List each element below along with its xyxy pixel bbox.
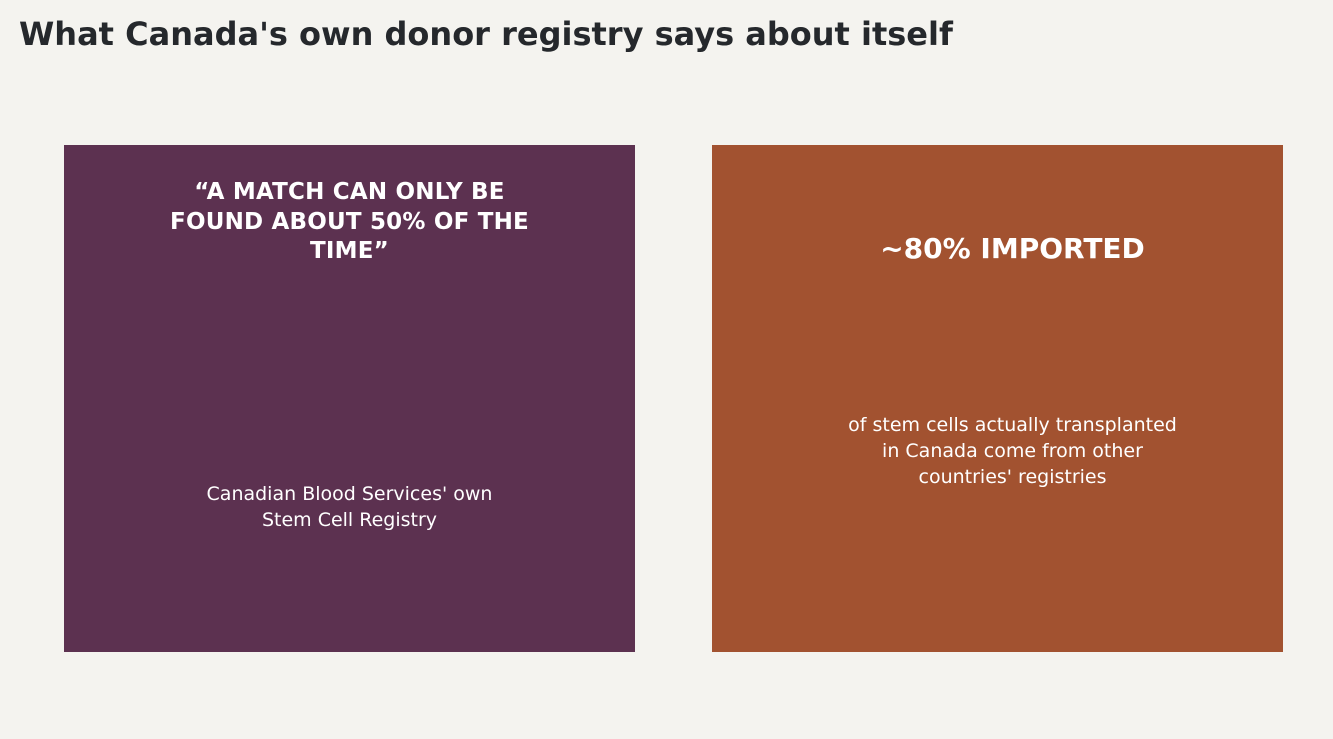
imported-stat-panel: ~80% IMPORTED of stem cells actually tra… [712, 145, 1283, 652]
registry-quote-panel: “A MATCH CAN ONLY BE FOUND ABOUT 50% OF … [64, 145, 635, 652]
page-title: What Canada's own donor registry says ab… [19, 15, 953, 53]
quote-source: Canadian Blood Services' own Stem Cell R… [206, 483, 493, 531]
imported-percentage-stat: ~80% IMPORTED [880, 232, 1145, 265]
imported-stat-description: of stem cells actually transplanted in C… [848, 414, 1177, 488]
match-rate-quote: “A MATCH CAN ONLY BE FOUND ABOUT 50% OF … [170, 179, 529, 264]
